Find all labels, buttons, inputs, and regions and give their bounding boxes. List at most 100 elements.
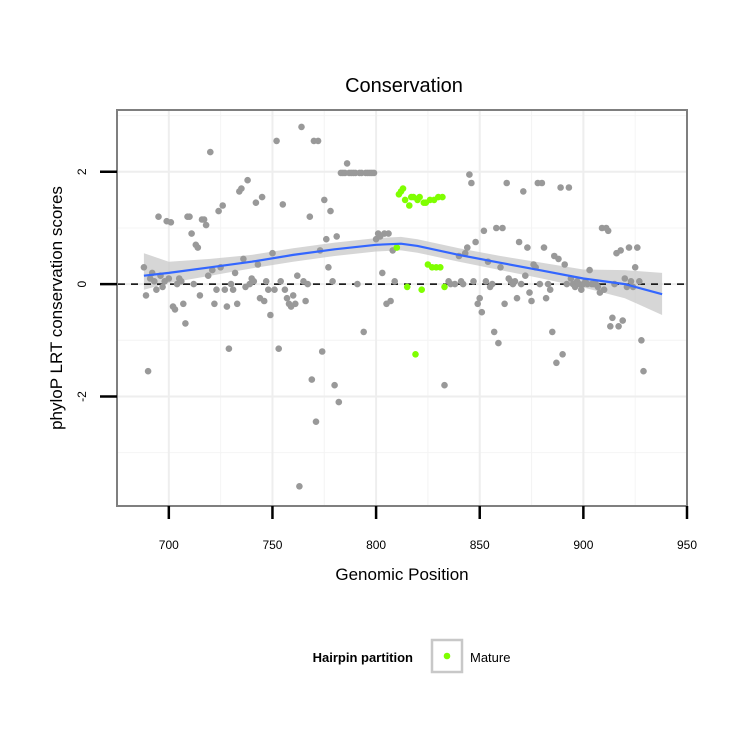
data-point <box>267 311 274 319</box>
data-point <box>233 300 241 308</box>
data-point <box>207 148 214 156</box>
data-point <box>196 292 204 299</box>
smooth-line <box>143 242 663 296</box>
data-point <box>466 171 473 178</box>
data-point <box>627 278 635 285</box>
data-point <box>142 292 150 299</box>
data-point <box>262 278 270 285</box>
data-point <box>304 280 312 288</box>
data-point <box>385 230 392 237</box>
data-point-mature <box>412 351 419 358</box>
data-point <box>277 278 285 285</box>
legend: Hairpin partition Mature <box>313 638 510 674</box>
data-point <box>302 297 309 305</box>
data-point <box>634 244 641 251</box>
data-point <box>625 244 633 251</box>
data-point <box>240 255 247 263</box>
data-point <box>265 286 272 294</box>
data-point <box>553 359 560 367</box>
chart-title: Conservation <box>345 75 463 97</box>
data-point <box>144 367 152 375</box>
data-point <box>178 278 185 285</box>
data-point <box>528 297 535 305</box>
data-point <box>586 266 593 274</box>
data-point <box>354 280 361 288</box>
data-point-mature <box>437 264 444 271</box>
legend-title: Hairpin partition <box>313 650 413 665</box>
x-axis: 700 750 800 850 900 950 <box>159 506 697 552</box>
data-point <box>244 176 251 184</box>
data-point <box>229 286 237 294</box>
data-point <box>188 230 195 237</box>
data-point <box>557 184 564 191</box>
data-point <box>546 286 554 294</box>
data-point <box>190 280 197 288</box>
data-point <box>555 255 562 263</box>
data-point <box>292 300 299 308</box>
data-point <box>312 418 320 426</box>
data-point <box>283 294 291 302</box>
data-point <box>617 247 624 254</box>
data-point-mature <box>393 244 401 251</box>
data-point <box>493 224 500 232</box>
data-point <box>250 278 258 285</box>
data-point <box>379 269 386 277</box>
data-point <box>515 238 523 246</box>
data-point <box>215 207 222 215</box>
data-point <box>559 351 566 358</box>
data-point <box>323 235 330 243</box>
data-point <box>171 306 179 313</box>
data-point <box>296 483 303 490</box>
data-point <box>209 266 216 274</box>
data-point <box>524 244 531 251</box>
data-point <box>495 339 502 347</box>
data-point <box>549 328 556 336</box>
data-point <box>511 278 519 285</box>
data-point <box>275 345 283 353</box>
data-point <box>538 179 546 187</box>
data-point <box>140 264 148 271</box>
data-point <box>167 219 175 226</box>
data-point <box>482 278 490 285</box>
y-axis-title: phyloP LRT conservation scores <box>47 186 66 430</box>
data-point <box>472 238 479 246</box>
data-point <box>387 297 394 305</box>
data-point <box>615 323 622 330</box>
data-point <box>151 278 158 285</box>
data-point <box>478 308 486 316</box>
data-point <box>476 294 484 302</box>
legend-key-mature-icon <box>443 652 451 660</box>
y-tick-label: -2 <box>75 391 89 402</box>
data-point <box>468 179 475 187</box>
x-tick-label: 850 <box>470 538 490 552</box>
data-point <box>308 376 316 383</box>
data-point <box>497 264 504 271</box>
data-point <box>223 303 231 310</box>
data-point <box>279 201 287 208</box>
data-point <box>638 337 645 344</box>
data-point <box>542 294 550 302</box>
x-tick-label: 950 <box>677 538 697 552</box>
data-point <box>474 300 482 308</box>
data-point <box>329 278 336 285</box>
data-point <box>335 398 343 406</box>
data-point <box>269 249 276 257</box>
data-point <box>213 286 220 294</box>
data-point <box>609 314 616 322</box>
data-point <box>522 272 529 280</box>
data-point <box>202 221 210 229</box>
data-point <box>194 244 202 251</box>
data-point <box>490 328 498 336</box>
data-point <box>565 184 573 191</box>
data-point <box>225 345 233 353</box>
data-point <box>391 278 399 285</box>
data-point <box>306 213 314 220</box>
data-point <box>260 297 268 305</box>
data-point <box>621 275 629 282</box>
data-point <box>343 160 351 167</box>
data-point <box>536 280 544 288</box>
data-point <box>273 137 280 145</box>
data-point <box>153 286 160 294</box>
data-point <box>252 199 260 206</box>
data-point <box>182 320 189 327</box>
